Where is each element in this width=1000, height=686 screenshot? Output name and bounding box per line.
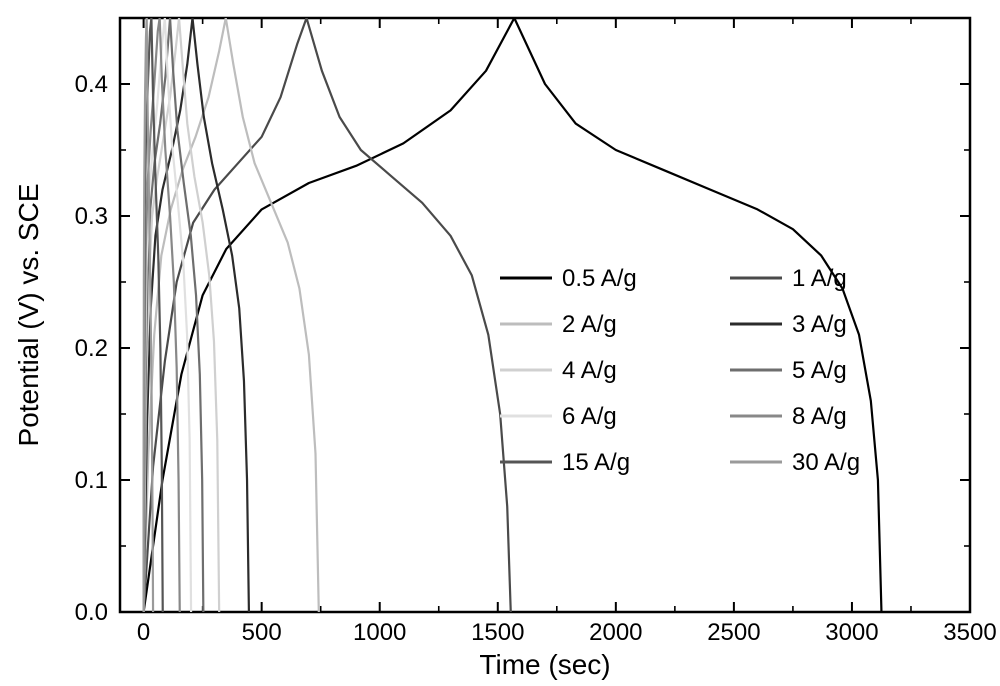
legend: 0.5 A/g 1 A/g 2 A/g 3 A/g 4 A/g 5 A/g 6 A/g 8 A… — [500, 265, 860, 476]
x-tick-label: 2000 — [589, 619, 642, 646]
legend-item: 2 A/g — [562, 311, 617, 338]
x-tick-label: 500 — [242, 619, 282, 646]
legend-item: 0.5 A/g — [562, 265, 637, 292]
y-tick-label: 0.2 — [75, 335, 108, 362]
x-tick-label: 2500 — [707, 619, 760, 646]
chart-container: 0 500 1000 1500 2000 2500 3000 3500 0.0 0.1 0.2 0.3… — [0, 0, 1000, 686]
x-tick-label: 1000 — [353, 619, 406, 646]
x-axis-label: Time (sec) — [479, 649, 610, 680]
series-0-5-A-g — [144, 18, 882, 612]
x-tick-label: 1500 — [471, 619, 524, 646]
legend-item: 6 A/g — [562, 403, 617, 430]
legend-item: 3 A/g — [792, 311, 847, 338]
y-tick-label: 0.3 — [75, 203, 108, 230]
legend-item: 1 A/g — [792, 265, 847, 292]
series-1-A-g — [144, 18, 511, 612]
x-tick-label: 0 — [137, 619, 150, 646]
y-tick-label: 0.4 — [75, 71, 108, 98]
y-tick-label: 0.0 — [75, 599, 108, 626]
legend-item: 8 A/g — [792, 403, 847, 430]
legend-item: 30 A/g — [792, 449, 860, 476]
gcd-chart: 0 500 1000 1500 2000 2500 3000 3500 0.0 0.1 0.2 0.3… — [0, 0, 1000, 686]
legend-item: 15 A/g — [562, 449, 630, 476]
x-tick-label: 3000 — [825, 619, 878, 646]
y-axis-label: Potential (V) vs. SCE — [13, 184, 44, 447]
x-tick-label: 3500 — [943, 619, 996, 646]
legend-item: 4 A/g — [562, 357, 617, 384]
legend-item: 5 A/g — [792, 357, 847, 384]
y-tick-label: 0.1 — [75, 467, 108, 494]
